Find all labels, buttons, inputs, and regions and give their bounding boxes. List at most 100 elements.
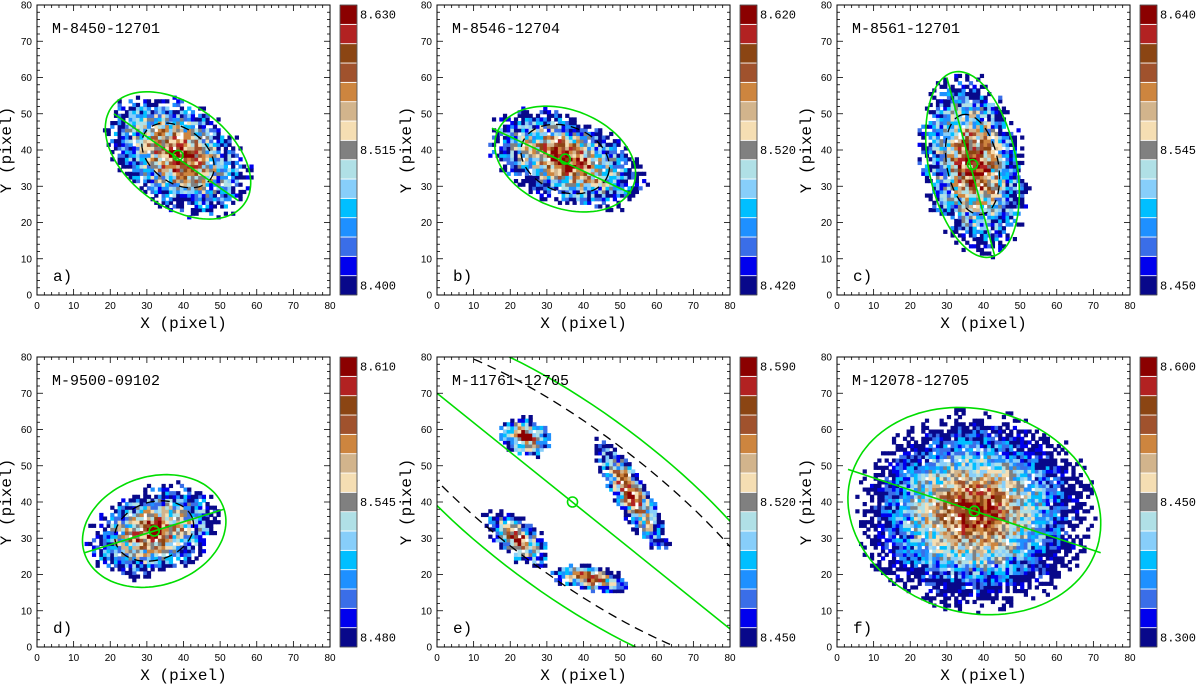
pixel (609, 469, 614, 474)
pixel (579, 563, 585, 568)
colorbar-segment (1139, 120, 1158, 141)
pixel (979, 197, 985, 202)
colorbar-segment (739, 472, 758, 493)
pixel (198, 139, 203, 144)
pixel (154, 520, 159, 525)
pixel (510, 516, 515, 521)
pixel (587, 164, 592, 169)
x-tick-label: 60 (251, 653, 263, 664)
pixel (873, 491, 878, 496)
pixel (150, 113, 155, 118)
pixel (124, 512, 130, 518)
pixel (198, 153, 203, 158)
pixel (880, 494, 886, 499)
pixel (524, 135, 530, 140)
colorbar-segment (739, 433, 758, 455)
pixel (172, 142, 177, 147)
pixel (631, 520, 636, 525)
pixel (895, 567, 900, 572)
colorbar-label-bottom: 8.450 (760, 631, 796, 645)
pixel (143, 570, 148, 576)
pixel (631, 487, 636, 492)
pixel (198, 146, 203, 151)
pixel (517, 150, 522, 155)
pixel (957, 204, 963, 209)
pixel (891, 531, 897, 536)
pixel (590, 589, 596, 594)
pixel (899, 534, 904, 539)
pixel (532, 556, 537, 561)
pixel (139, 186, 144, 191)
pixel (601, 581, 607, 586)
pixel (965, 197, 970, 202)
pixel (157, 110, 163, 115)
pixel (165, 494, 170, 499)
colorbar-segment (739, 178, 758, 199)
pixel (998, 160, 1003, 166)
pixel (943, 81, 948, 86)
pixel (957, 218, 963, 224)
pixel (179, 121, 185, 126)
pixel (858, 480, 864, 485)
pixel (946, 200, 952, 205)
pixel (616, 160, 621, 166)
pixel (954, 88, 959, 93)
pixel (899, 480, 904, 485)
pixel (532, 541, 537, 547)
pixel (642, 527, 647, 532)
pixel (862, 545, 867, 550)
pixel (976, 215, 981, 220)
pixel (862, 523, 867, 528)
pixel (913, 527, 919, 532)
pixel (172, 160, 177, 166)
pixel (179, 208, 185, 213)
pixel (168, 509, 174, 514)
pixel (106, 531, 111, 536)
pixel (183, 512, 188, 518)
pixel (946, 197, 952, 202)
pixel (946, 121, 952, 126)
pixel (521, 527, 526, 532)
pixel (968, 226, 974, 231)
pixel (216, 153, 221, 158)
pixel (594, 567, 599, 572)
pixel (649, 545, 654, 550)
pixel (223, 160, 228, 166)
pixel (187, 186, 192, 191)
pixel (205, 135, 210, 140)
colorbar-segment (339, 453, 358, 474)
pixel (139, 552, 144, 557)
pixel (154, 512, 159, 518)
pixel (165, 193, 170, 198)
pixel (561, 574, 566, 579)
pixel (194, 494, 199, 499)
pixel (517, 531, 522, 536)
pixel (1005, 233, 1010, 238)
pixel (238, 197, 243, 202)
pixel (168, 124, 174, 129)
pixel (880, 556, 886, 561)
pixel (168, 131, 174, 137)
pixel (510, 527, 515, 532)
pixel (561, 164, 566, 169)
pixel (645, 512, 650, 518)
pixel (161, 106, 166, 111)
pixel (565, 121, 570, 126)
pixel (616, 142, 621, 147)
pixel (139, 512, 144, 518)
pixel (943, 200, 948, 205)
x-tick-label: 40 (578, 301, 590, 312)
pixel (139, 164, 144, 169)
pixel (649, 509, 654, 514)
pixel (165, 153, 170, 158)
pixel (994, 146, 999, 151)
pixel (877, 512, 882, 518)
pixel (579, 135, 585, 140)
pixel (965, 84, 970, 89)
pixel (220, 164, 225, 169)
pixel (924, 124, 930, 129)
pixel (154, 124, 159, 129)
pixel (583, 153, 588, 158)
pixel (209, 531, 214, 536)
pixel (150, 131, 155, 137)
